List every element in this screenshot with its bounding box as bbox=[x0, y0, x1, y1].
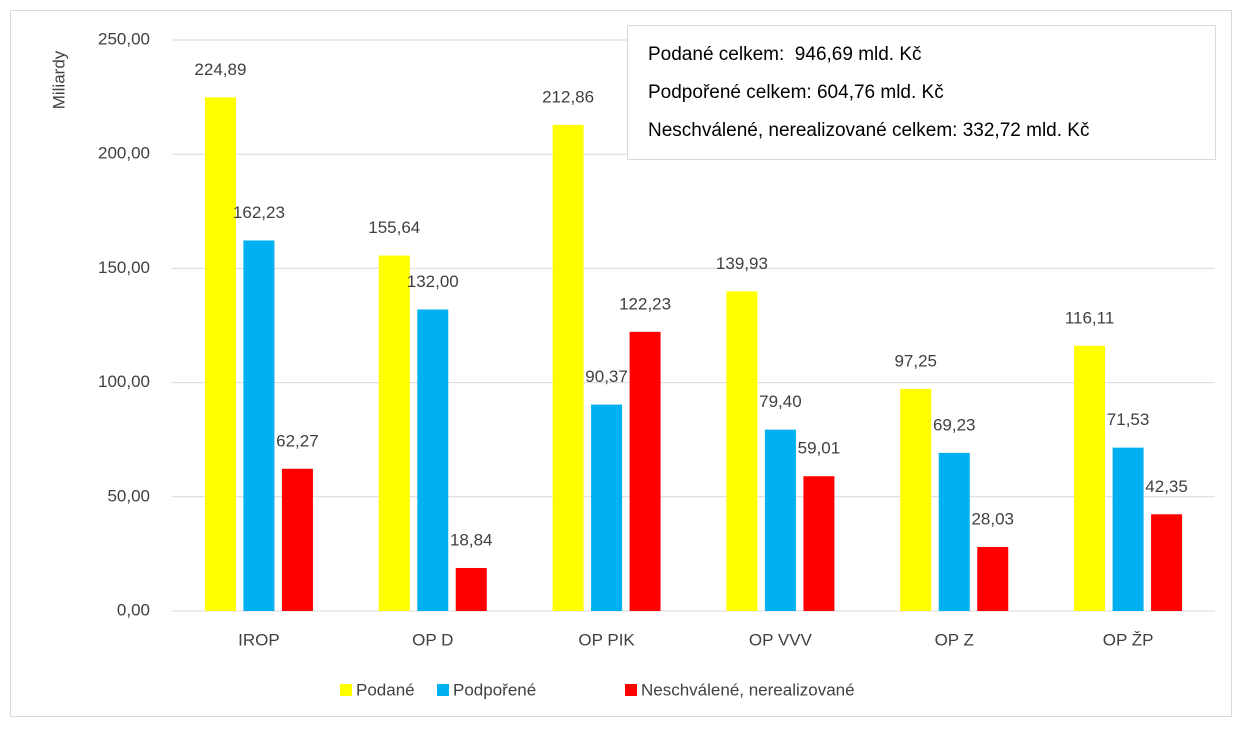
x-tick-label: OP ŽP bbox=[1103, 630, 1154, 649]
y-axis-label: Miliardy bbox=[49, 50, 68, 109]
legend-label: Neschválené, nerealizované bbox=[641, 680, 855, 699]
bar bbox=[552, 124, 584, 611]
bar bbox=[591, 404, 623, 611]
y-tick-label: 150,00 bbox=[98, 258, 150, 277]
bar bbox=[417, 309, 449, 611]
value-label: 62,27 bbox=[276, 431, 319, 450]
value-label: 139,93 bbox=[716, 254, 768, 273]
value-label: 97,25 bbox=[894, 351, 937, 370]
bar bbox=[938, 452, 970, 611]
bar bbox=[629, 331, 661, 611]
value-label: 122,23 bbox=[619, 294, 671, 313]
legend-swatch bbox=[340, 684, 352, 696]
value-label: 59,01 bbox=[798, 439, 841, 458]
legend-swatch bbox=[625, 684, 637, 696]
value-label: 28,03 bbox=[971, 509, 1014, 528]
annotation-box bbox=[627, 25, 1216, 160]
value-label: 162,23 bbox=[233, 203, 285, 222]
bar bbox=[204, 97, 236, 611]
y-tick-label: 250,00 bbox=[98, 29, 150, 48]
value-label: 71,53 bbox=[1107, 410, 1150, 429]
x-tick-label: OP VVV bbox=[749, 630, 813, 649]
legend-label: Podané bbox=[356, 680, 415, 699]
y-tick-label: 200,00 bbox=[98, 144, 150, 163]
value-label: 224,89 bbox=[194, 60, 246, 79]
bar bbox=[1112, 447, 1144, 611]
value-label: 69,23 bbox=[933, 415, 976, 434]
legend-swatch bbox=[437, 684, 449, 696]
value-label: 18,84 bbox=[450, 530, 493, 549]
value-label: 212,86 bbox=[542, 87, 594, 106]
bar bbox=[977, 546, 1009, 611]
bar bbox=[378, 255, 410, 611]
legend-label: Podpořené bbox=[453, 680, 536, 699]
value-label: 79,40 bbox=[759, 392, 802, 411]
value-label: 132,00 bbox=[407, 272, 459, 291]
x-tick-label: OP PIK bbox=[578, 630, 635, 649]
bar bbox=[1074, 345, 1106, 611]
value-label: 116,11 bbox=[1065, 308, 1114, 327]
annotation: Podané celkem: 946,69 mld. Kč bbox=[648, 44, 922, 65]
annotation: Neschválené, nerealizované celkem: 332,7… bbox=[648, 120, 1089, 141]
bar bbox=[726, 291, 758, 611]
y-tick-label: 50,00 bbox=[107, 486, 150, 505]
value-label: 155,64 bbox=[368, 218, 420, 237]
x-tick-label: OP Z bbox=[935, 630, 974, 649]
y-tick-label: 0,00 bbox=[117, 600, 150, 619]
bar bbox=[243, 240, 275, 611]
x-tick-label: OP D bbox=[412, 630, 453, 649]
bar bbox=[764, 429, 796, 611]
bar bbox=[281, 468, 313, 611]
y-tick-label: 100,00 bbox=[98, 372, 150, 391]
value-label: 42,35 bbox=[1145, 477, 1188, 496]
bar bbox=[1151, 514, 1183, 611]
bar bbox=[455, 567, 487, 611]
value-label: 90,37 bbox=[585, 367, 628, 386]
bar bbox=[900, 388, 932, 611]
annotation: Podpořené celkem: 604,76 mld. Kč bbox=[648, 82, 944, 103]
bar bbox=[803, 476, 835, 611]
x-tick-label: IROP bbox=[238, 630, 280, 649]
